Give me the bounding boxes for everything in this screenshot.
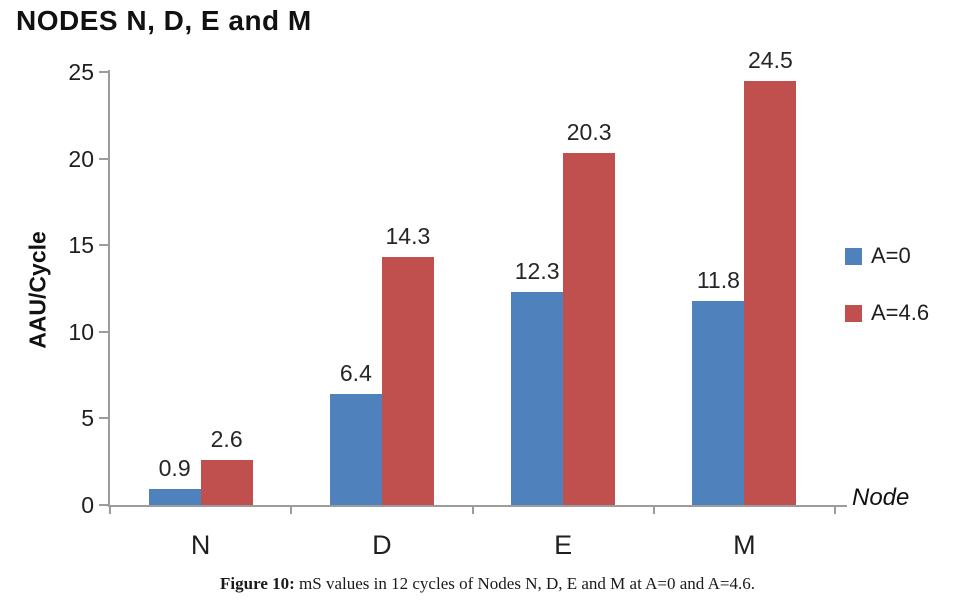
y-tick-mark: [99, 71, 108, 73]
x-tick-mark: [834, 505, 836, 514]
y-tick-label: 0: [81, 492, 94, 518]
bar-A0-M: [692, 300, 745, 505]
bar-A0-E: [511, 291, 564, 505]
y-tick-mark: [99, 330, 108, 333]
legend-label: A=0: [871, 243, 911, 268]
bar-A46-M: [744, 80, 797, 505]
bar-A46-D: [381, 257, 434, 505]
bar-A46-N: [200, 459, 253, 505]
x-tick-mark: [652, 505, 655, 514]
legend: A=0 A=4.6: [845, 243, 929, 326]
x-tick-label: M: [733, 530, 756, 560]
y-tick-mark: [99, 504, 108, 506]
bar-A0-N: [148, 489, 201, 505]
y-tick-label: 15: [68, 232, 94, 259]
bar-A0-D: [329, 394, 382, 505]
x-tick-label: N: [190, 530, 211, 560]
bar-value-label: 6.4: [339, 360, 372, 387]
legend-item: A=0: [845, 243, 929, 269]
legend-swatch-icon: [845, 304, 862, 322]
x-tick-mark: [471, 505, 474, 514]
y-tick-mark: [99, 417, 108, 420]
x-tick-mark: [109, 505, 111, 514]
legend-label: A=4.6: [871, 300, 930, 325]
bar-value-label: 20.3: [566, 119, 612, 146]
chart-title: NODES N, D, E and M: [16, 5, 312, 36]
bar-value-label: 12.3: [514, 257, 560, 284]
y-tick-label: 10: [68, 318, 94, 345]
bar-value-label: 2.6: [210, 425, 243, 452]
x-tick-label: E: [554, 530, 573, 560]
legend-item: A=4.6: [845, 300, 929, 326]
y-tick-label: 25: [68, 59, 94, 85]
x-axis-line: [108, 505, 847, 507]
caption-label: Figure 10:: [220, 574, 295, 593]
bar-A46-E: [563, 153, 616, 505]
y-axis-line: [108, 70, 110, 507]
bar-value-label: 11.8: [696, 266, 740, 293]
figure-caption: Figure 10: mS values in 12 cycles of Nod…: [0, 574, 975, 594]
x-tick-label: D: [372, 530, 392, 560]
bar-value-label: 0.9: [158, 455, 191, 482]
legend-swatch-icon: [845, 247, 862, 265]
y-tick-mark: [99, 157, 108, 160]
y-tick-label: 20: [68, 145, 94, 172]
y-tick-mark: [99, 244, 108, 247]
bar-value-label: 24.5: [747, 46, 793, 73]
caption-text: mS values in 12 cycles of Nodes N, D, E …: [294, 574, 755, 593]
y-tick-label: 5: [81, 405, 94, 432]
x-tick-mark: [290, 505, 293, 514]
x-axis-title: Node: [852, 484, 910, 511]
bar-value-label: 14.3: [385, 223, 431, 250]
